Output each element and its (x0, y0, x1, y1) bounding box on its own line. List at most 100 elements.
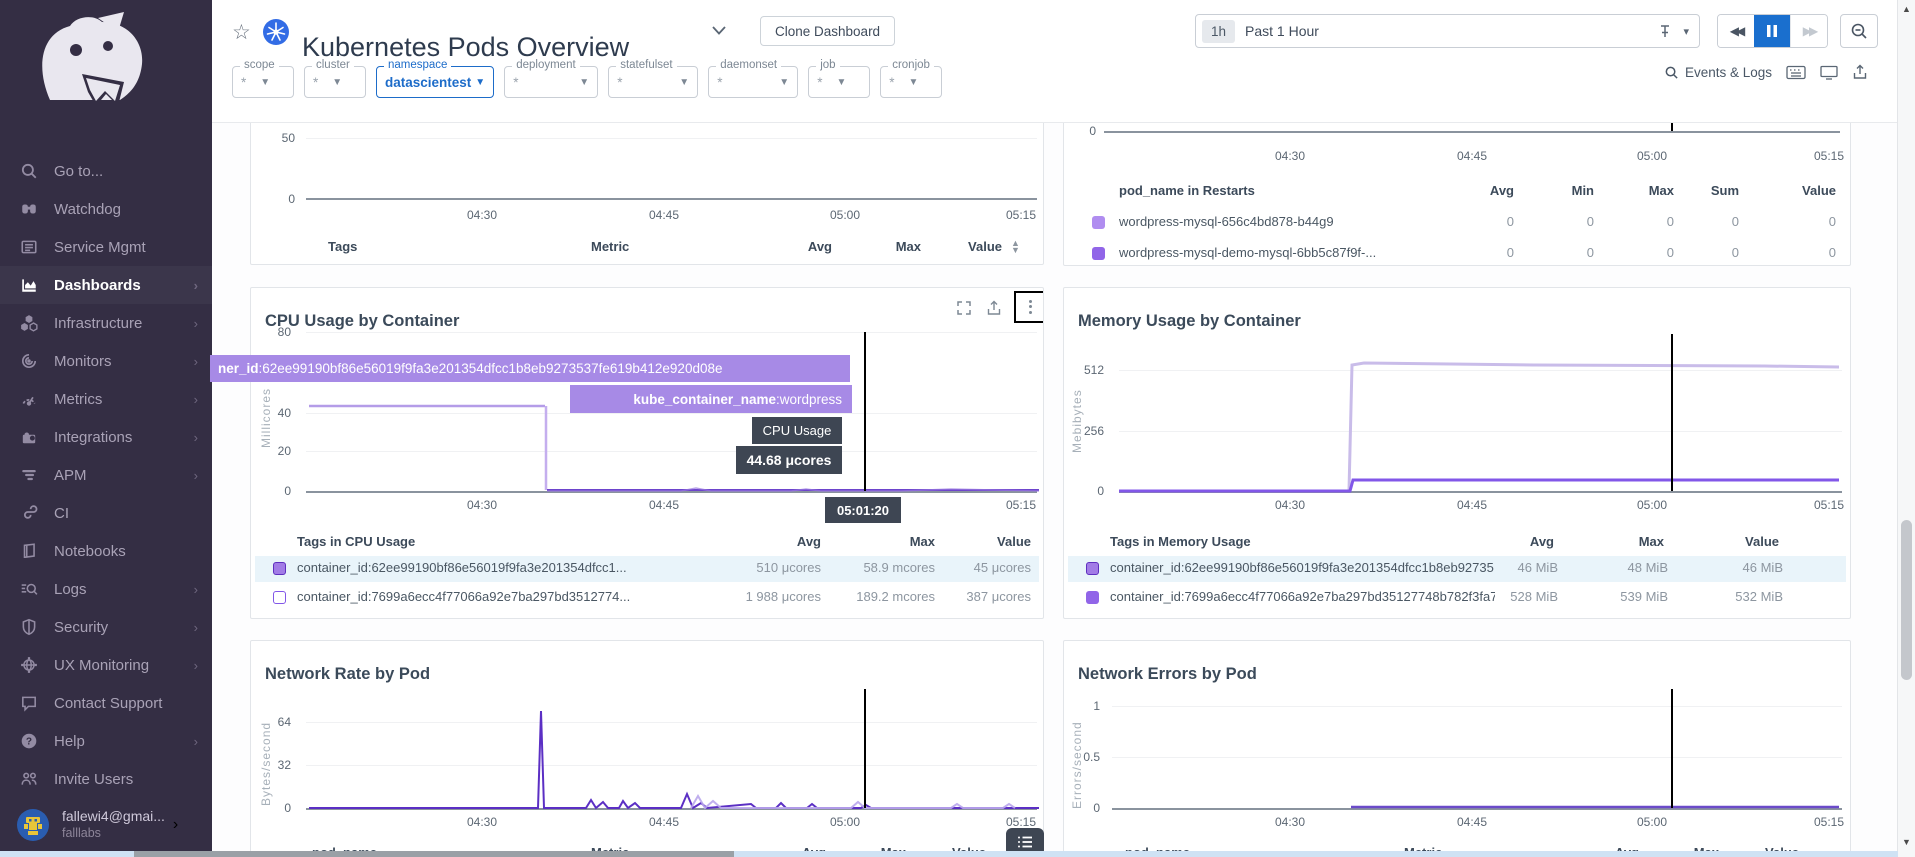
legend-col-pod[interactable]: pod_name (312, 845, 377, 851)
network-rate-chart[interactable] (251, 641, 1044, 826)
legend-col-max[interactable]: Max (1679, 845, 1719, 851)
series-swatch[interactable] (1086, 562, 1099, 575)
legend-col-value[interactable]: Value (968, 239, 1002, 254)
col-min[interactable]: Min (1571, 183, 1594, 198)
sidebar-item-service-mgmt[interactable]: Service Mgmt (0, 228, 212, 266)
legend-col-value[interactable]: Value (1759, 845, 1799, 851)
variable-daemonset[interactable]: daemonset * ▼ (708, 59, 799, 98)
variable-deployment[interactable]: deployment * ▼ (504, 59, 599, 98)
horizontal-scrollbar[interactable] (0, 851, 1898, 857)
legend-title[interactable]: Tags in Memory Usage (1110, 534, 1251, 549)
forward-button[interactable]: ▶▶ (1790, 15, 1827, 47)
sidebar-item-contact-support[interactable]: Contact Support (0, 684, 212, 722)
vertical-scrollbar[interactable]: ▲ ▼ (1897, 0, 1915, 857)
legend-col-max[interactable]: Max (895, 239, 921, 254)
tv-mode-icon[interactable] (1820, 65, 1838, 80)
legend-col-max[interactable]: Max (1638, 534, 1664, 549)
pin-icon[interactable] (1657, 23, 1673, 39)
export-icon[interactable] (986, 300, 1002, 316)
legend-col-tags[interactable]: Tags (328, 239, 358, 254)
widget-network-errors[interactable]: Network Errors by Pod Errors/second 1 0.… (1063, 640, 1851, 851)
legend-row[interactable]: container_id:62ee99190bf86e56019f9fa3e20… (255, 556, 1039, 582)
vertical-scroll-thumb[interactable] (1901, 520, 1912, 680)
sort-spinner-icon[interactable]: ▲ ▼ (1011, 238, 1020, 255)
horizontal-scroll-thumb[interactable] (134, 851, 734, 857)
col-sum[interactable]: Sum (1710, 183, 1739, 198)
col-value[interactable]: Value (1802, 183, 1836, 198)
variable-job[interactable]: job * ▼ (808, 59, 871, 98)
table-row[interactable]: wordpress-mysql-656c4bd878-b44g9 0 0 0 0… (1068, 210, 1846, 236)
series-swatch[interactable] (273, 591, 286, 604)
legend-col-avg[interactable]: Avg (796, 534, 821, 549)
series-swatch[interactable] (273, 562, 286, 575)
col-avg[interactable]: Avg (1489, 183, 1514, 198)
legend-row[interactable]: container_id:7699a6ecc4f77066a92e7ba297b… (1068, 585, 1846, 611)
widget-partial-top-left[interactable]: 50 0 04:30 04:45 05:00 05:15 Tags Metric… (250, 122, 1044, 265)
time-range-selector[interactable]: 1h Past 1 Hour ▾ (1195, 14, 1700, 48)
kebab-menu-focus-box[interactable] (1014, 291, 1043, 323)
series-tag[interactable]: container_id:7699a6ecc4f77066a92e7ba297b… (297, 589, 631, 604)
series-swatch[interactable] (1086, 591, 1099, 604)
legend-row[interactable]: container_id:7699a6ecc4f77066a92e7ba297b… (255, 585, 1039, 611)
sidebar-item-go-to[interactable]: Go to... (0, 152, 212, 190)
time-chip[interactable]: 1h (1202, 19, 1236, 43)
sidebar-item-notebooks[interactable]: Notebooks (0, 532, 212, 570)
sidebar-item-security[interactable]: Security › (0, 608, 212, 646)
sidebar-item-ux-monitoring[interactable]: UX Monitoring › (0, 646, 212, 684)
cpu-chart[interactable] (251, 288, 1044, 508)
fullscreen-icon[interactable] (956, 300, 972, 316)
legend-col-metric[interactable]: Metric (1404, 845, 1442, 851)
time-dropdown-caret-icon[interactable]: ▾ (1683, 25, 1689, 38)
widget-pod-restarts[interactable]: 0 04:30 04:45 05:00 05:15 pod_name in Re… (1063, 122, 1851, 266)
widget-memory-usage[interactable]: Memory Usage by Container Mebibytes 512 … (1063, 287, 1851, 619)
sidebar-item-monitors[interactable]: Monitors › (0, 342, 212, 380)
variable-scope[interactable]: scope * ▼ (232, 59, 294, 98)
favorite-star-icon[interactable]: ☆ (232, 21, 251, 44)
clone-dashboard-button[interactable]: Clone Dashboard (760, 16, 896, 46)
legend-col-avg[interactable]: Avg (1529, 534, 1554, 549)
series-tag[interactable]: container_id:62ee99190bf86e56019f9fa3e20… (1110, 560, 1495, 575)
variable-namespace[interactable]: namespace datascientest ▼ (376, 59, 495, 98)
sidebar-item-help[interactable]: ? Help › (0, 722, 212, 760)
user-account[interactable]: fallewi4@gmai... falllabs › (0, 800, 212, 850)
variable-cluster[interactable]: cluster * ▼ (304, 59, 366, 98)
scroll-down-arrow[interactable]: ▼ (1902, 837, 1911, 847)
legend-col-value[interactable]: Value (946, 845, 986, 851)
share-export-icon[interactable] (1852, 64, 1868, 80)
series-tag[interactable]: container_id:62ee99190bf86e56019f9fa3e20… (297, 560, 627, 575)
legend-col-value[interactable]: Value (1745, 534, 1779, 549)
series-tag[interactable]: container_id:7699a6ecc4f77066a92e7ba297b… (1110, 589, 1495, 604)
sidebar-item-watchdog[interactable]: Watchdog (0, 190, 212, 228)
legend-col-pod[interactable]: pod_name (1125, 845, 1190, 851)
col-max[interactable]: Max (1648, 183, 1674, 198)
legend-col-metric[interactable]: Metric (591, 845, 629, 851)
legend-title[interactable]: Tags in CPU Usage (297, 534, 416, 549)
legend-col-max[interactable]: Max (866, 845, 906, 851)
legend-col-max[interactable]: Max (909, 534, 935, 549)
sidebar-item-integrations[interactable]: Integrations › (0, 418, 212, 456)
events-logs-link[interactable]: Events & Logs (1664, 65, 1772, 80)
sidebar-item-dashboards[interactable]: Dashboards › (0, 266, 212, 304)
widget-network-rate[interactable]: Network Rate by Pod Bytes/second 64 32 0… (250, 640, 1044, 851)
variable-statefulset[interactable]: statefulset * ▼ (608, 59, 699, 98)
scroll-up-arrow[interactable]: ▲ (1902, 4, 1911, 14)
datadog-logo[interactable] (12, 8, 172, 112)
sidebar-item-infrastructure[interactable]: Infrastructure › (0, 304, 212, 342)
title-chevron-down-icon[interactable] (712, 26, 726, 35)
pause-button[interactable] (1754, 15, 1790, 47)
legend-col-value[interactable]: Value (997, 534, 1031, 549)
network-errors-chart[interactable] (1064, 641, 1851, 826)
restarts-table-header[interactable]: pod_name in Restarts (1119, 183, 1255, 198)
sidebar-item-invite-users[interactable]: Invite Users (0, 760, 212, 798)
widget-cpu-usage[interactable]: CPU Usage by Container Millicores 80 40 … (250, 287, 1044, 619)
variable-cronjob[interactable]: cronjob * ▼ (880, 59, 943, 98)
kebab-menu-icon[interactable] (1016, 293, 1043, 314)
zoom-out-button[interactable] (1840, 14, 1878, 48)
rewind-button[interactable]: ◀◀ (1718, 15, 1754, 47)
legend-col-avg[interactable]: Avg (786, 845, 826, 851)
memory-chart[interactable] (1064, 288, 1851, 508)
sidebar-item-logs[interactable]: Logs › (0, 570, 212, 608)
legend-col-metric[interactable]: Metric (591, 239, 630, 254)
legend-col-avg[interactable]: Avg (1599, 845, 1639, 851)
legend-row[interactable]: container_id:62ee99190bf86e56019f9fa3e20… (1068, 556, 1846, 582)
